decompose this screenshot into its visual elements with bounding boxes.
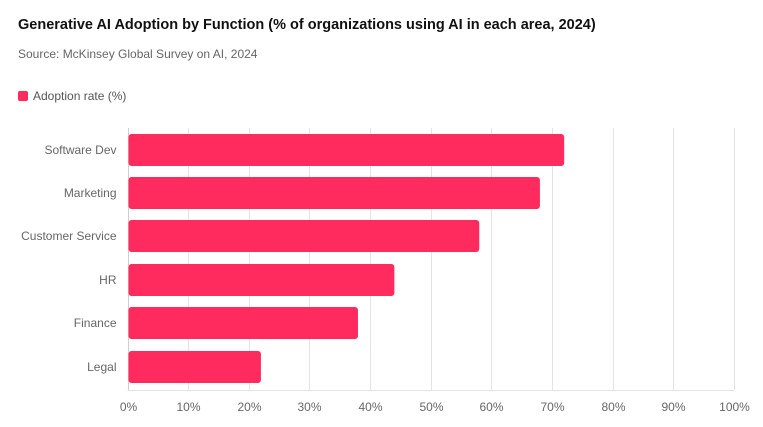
x-tick-label: 40% [358,400,382,414]
x-tick-label: 10% [176,400,200,414]
x-tick-label: 20% [237,400,261,414]
bar [128,177,540,209]
y-tick-label: HR [99,273,117,287]
chart-legend[interactable]: Adoption rate (%) [18,88,126,104]
x-tick-label: 30% [297,400,321,414]
chart-title: Generative AI Adoption by Function (% of… [18,17,596,33]
x-tick-label: 60% [479,400,503,414]
legend-label: Adoption rate (%) [33,89,127,103]
bar [128,134,565,166]
x-tick-label: 100% [719,400,750,414]
bar [128,307,358,339]
bar [128,220,480,252]
y-tick-label: Customer Service [21,229,117,243]
chart-subtitle: Source: McKinsey Global Survey on AI, 20… [18,47,258,61]
bar [128,264,395,296]
y-tick-label: Finance [74,316,117,330]
x-tick-label: 90% [661,400,685,414]
y-tick-label: Marketing [64,186,117,200]
x-tick-label: 80% [601,400,625,414]
x-tick-label: 70% [540,400,564,414]
x-tick-label: 0% [120,400,138,414]
bar [128,351,261,383]
x-tick-label: 50% [419,400,443,414]
y-tick-label: Legal [87,360,116,374]
legend-swatch [18,91,28,101]
y-tick-label: Software Dev [44,143,116,157]
